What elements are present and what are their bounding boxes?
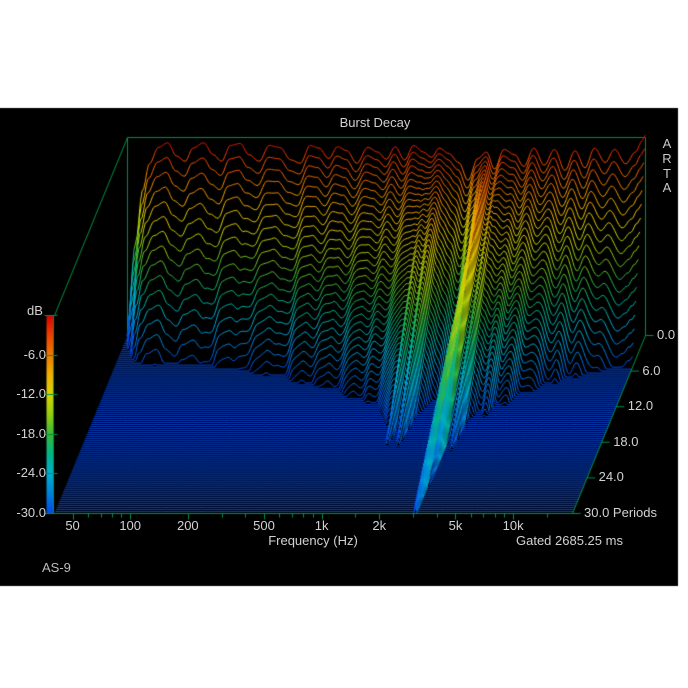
burst-decay-waterfall-plot — [0, 0, 688, 688]
page: { "labels": { "title": "Burst Decay", "w… — [0, 0, 688, 688]
